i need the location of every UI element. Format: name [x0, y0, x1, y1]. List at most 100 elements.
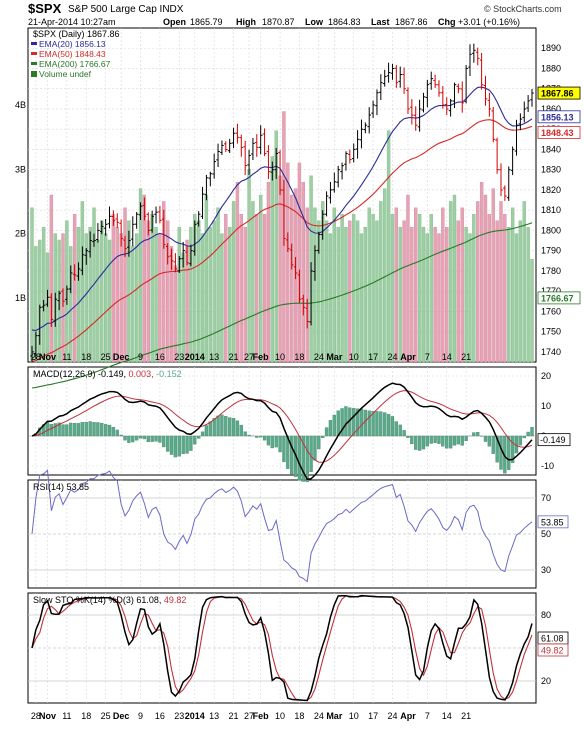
- volume-bar: [356, 221, 359, 362]
- macd-histogram-bar: [151, 436, 154, 442]
- ema200-legend: EMA(200) 1766.67: [39, 59, 111, 69]
- x-tick-label: 21: [461, 352, 471, 362]
- price-last-label-text: 1848.43: [541, 128, 574, 138]
- macd-histogram-bar: [298, 436, 301, 480]
- macd-histogram-bar: [93, 422, 96, 436]
- volume-bar: [290, 195, 293, 362]
- x-tick-label-bottom: 14: [442, 711, 452, 721]
- macd-histogram-bar: [410, 436, 413, 444]
- volume-bar: [511, 208, 514, 362]
- volume-bar: [484, 195, 487, 362]
- chg-value: +3.01 (+0.16%): [458, 17, 520, 27]
- price-tick-label: 1810: [541, 205, 561, 215]
- volume-bar: [348, 221, 351, 362]
- volume-bar: [379, 201, 382, 362]
- macd-histogram-bar: [360, 409, 363, 436]
- macd-histogram-bar: [127, 436, 130, 443]
- volume-bar: [337, 227, 340, 362]
- macd-histogram-bar: [422, 436, 425, 449]
- price-last-label: 1766.67: [538, 292, 580, 304]
- macd-histogram-bar: [437, 436, 440, 444]
- symbol: $SPX: [28, 1, 62, 16]
- rsi-tick-label: 70: [541, 493, 551, 503]
- volume-legend: Volume undef: [39, 69, 92, 79]
- macd-histogram-bar: [484, 436, 487, 442]
- macd-histogram-bar: [383, 413, 386, 436]
- x-tick-label: 16: [155, 352, 165, 362]
- volume-bar: [434, 227, 437, 362]
- macd-histogram-bar: [170, 436, 173, 455]
- macd-histogram-bar: [120, 435, 123, 436]
- macd-histogram-bar: [248, 435, 251, 436]
- volume-bar: [329, 234, 332, 362]
- macd-histogram-bar: [426, 436, 429, 446]
- macd-histogram-bar: [476, 432, 479, 436]
- volume-bar: [306, 208, 309, 362]
- volume-bar: [104, 234, 107, 362]
- macd-histogram-bar: [461, 436, 464, 445]
- macd-histogram-bar: [54, 423, 57, 436]
- watermark: © StockCharts.com: [484, 4, 562, 14]
- rsi-tick-label: 30: [541, 565, 551, 575]
- macd-legend-hist: -0.152: [154, 369, 182, 379]
- volume-bar: [209, 227, 212, 362]
- volume-bar: [496, 221, 499, 362]
- last-value: 1867.86: [395, 17, 428, 27]
- macd-histogram-bar: [263, 436, 266, 440]
- macd-histogram-bar: [77, 423, 80, 436]
- macd-histogram-bar: [399, 425, 402, 436]
- price-last-label: 1856.13: [538, 111, 580, 123]
- volume-bar: [201, 234, 204, 362]
- price-tick-label: 1830: [541, 165, 561, 175]
- x-tick-label: 2014: [185, 352, 205, 362]
- macd-histogram-bar: [527, 432, 530, 436]
- volume-bar: [503, 214, 506, 362]
- macd-histogram-bar: [387, 414, 390, 436]
- macd-histogram-bar: [139, 436, 142, 438]
- volume-bar: [372, 214, 375, 362]
- x-tick-label: 25: [101, 352, 111, 362]
- volume-bar: [302, 182, 305, 362]
- price-last-label: 1848.43: [538, 126, 580, 138]
- macd-last-label: -0.149: [538, 434, 570, 446]
- volume-bar: [267, 182, 270, 362]
- price-tick-label: 1890: [541, 43, 561, 53]
- volume-bar: [468, 234, 471, 362]
- volume-bar: [499, 201, 502, 362]
- macd-histogram-bar: [147, 436, 150, 442]
- macd-histogram-bar: [182, 436, 185, 454]
- sto-tick-label: 20: [541, 676, 551, 686]
- volume-bar: [391, 214, 394, 362]
- macd-histogram-bar: [275, 436, 278, 447]
- macd-histogram-bar: [178, 436, 181, 456]
- open-label: Open: [163, 17, 186, 27]
- quote-date: 21-Apr-2014 10:27am: [28, 17, 116, 27]
- price-tick-label: 1880: [541, 63, 561, 73]
- macd-histogram-bar: [418, 436, 421, 451]
- volume-bar: [166, 221, 169, 362]
- x-tick-label: 7: [425, 352, 430, 362]
- volume-bar: [465, 227, 468, 362]
- sto-legend-k: Slow STO %K(14) %D(3) 61.08,: [33, 595, 161, 605]
- volume-bar: [360, 234, 363, 362]
- volume-bar: [480, 182, 483, 362]
- x-tick-label: Dec: [113, 352, 130, 362]
- x-tick-label: 11: [62, 352, 71, 362]
- macd-histogram-bar: [333, 415, 336, 436]
- x-tick-label-bottom: 18: [81, 711, 91, 721]
- x-tick-label-bottom: 17: [368, 711, 378, 721]
- macd-histogram-bar: [228, 418, 231, 436]
- macd-histogram-bar: [96, 422, 99, 436]
- x-tick-label: Nov: [39, 352, 56, 362]
- volume-bar: [527, 227, 530, 362]
- sto-last-label-text: 49.82: [541, 646, 564, 656]
- high-value: 1870.87: [262, 17, 295, 27]
- macd-histogram-bar: [73, 423, 76, 436]
- macd-histogram-bar: [166, 436, 169, 451]
- chg-label: Chg: [438, 17, 456, 27]
- volume-bar: [135, 234, 138, 362]
- macd-histogram-bar: [449, 436, 452, 448]
- volume-bar: [507, 227, 510, 362]
- macd-histogram-bar: [395, 422, 398, 436]
- x-tick-label-bottom: 24: [387, 711, 397, 721]
